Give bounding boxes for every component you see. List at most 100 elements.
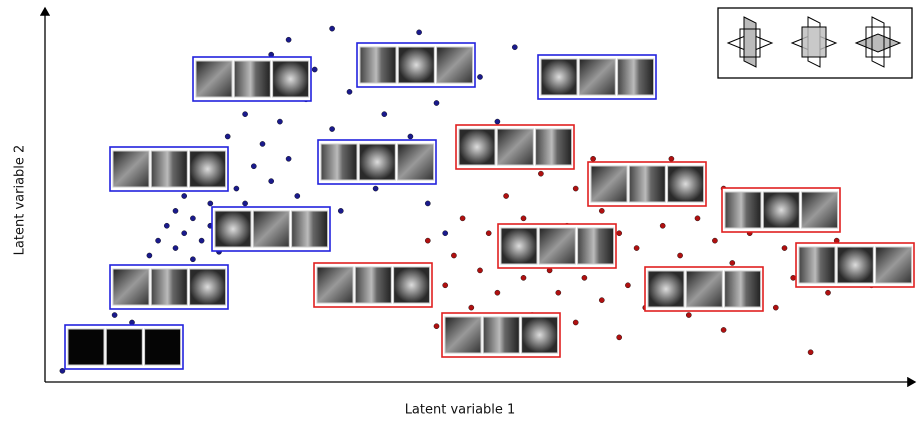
point	[442, 230, 449, 236]
point	[207, 200, 214, 207]
point	[668, 155, 675, 162]
point	[520, 275, 527, 281]
point	[459, 215, 466, 222]
thumbnail-tile	[458, 128, 496, 166]
point	[181, 193, 187, 199]
point	[520, 215, 527, 222]
thumbnail-strip	[64, 324, 184, 370]
point	[572, 185, 579, 192]
point	[233, 185, 240, 192]
thumbnail-tile	[482, 316, 520, 354]
point	[190, 215, 196, 222]
point	[720, 327, 727, 333]
x-axis-label: Latent variable 1	[405, 403, 516, 418]
point	[311, 66, 318, 73]
thumbnail-tile	[397, 143, 435, 181]
thumbnail-tile	[590, 165, 628, 203]
thumbnail-tile	[189, 150, 227, 188]
point	[198, 237, 205, 244]
thumbnail-strip	[356, 42, 476, 88]
point	[790, 275, 797, 281]
thumbnail-strip	[795, 242, 915, 288]
thumbnail-tile	[105, 328, 143, 366]
point	[424, 200, 431, 207]
thumbnail-tile	[112, 150, 150, 188]
thumbnail-tile	[358, 143, 396, 181]
point	[294, 193, 301, 199]
point	[424, 237, 431, 244]
thumbnail-tile	[195, 60, 233, 98]
point	[616, 230, 623, 236]
thumbnail-tile	[291, 210, 329, 248]
thumbnail-tile	[577, 227, 615, 265]
point	[329, 126, 335, 132]
point	[250, 163, 257, 170]
point	[433, 100, 440, 106]
point	[172, 208, 179, 214]
y-axis-label: Latent variable 2	[13, 145, 28, 256]
thumbnail-tile	[667, 165, 705, 203]
thumbnail-tile	[798, 246, 836, 284]
point	[59, 368, 66, 374]
thumbnail-tile	[540, 58, 578, 96]
thumbnail-tile	[801, 191, 839, 229]
point	[242, 111, 248, 117]
point	[555, 289, 562, 296]
thumbnail-tile	[214, 210, 252, 248]
point	[825, 289, 831, 296]
point	[485, 230, 492, 236]
point	[494, 289, 501, 296]
thumbnail-tile	[538, 227, 576, 265]
thumbnail-strip	[455, 124, 575, 170]
thumbnail-strip	[313, 262, 433, 308]
point	[512, 44, 518, 51]
point	[686, 312, 692, 318]
thumbnail-strip	[441, 312, 561, 358]
thumbnail-tile	[724, 270, 762, 308]
thumbnail-tile	[444, 316, 482, 354]
thumbnail-tile	[617, 58, 655, 96]
point	[329, 25, 335, 32]
thumbnail-tile	[397, 46, 435, 84]
thumbnail-strip	[109, 146, 229, 192]
thumbnail-tile	[144, 328, 182, 366]
thumbnail-tile	[354, 266, 392, 304]
point	[659, 222, 666, 229]
thumbnail-tile	[521, 316, 559, 354]
point	[224, 133, 231, 140]
point	[146, 252, 153, 259]
point	[181, 230, 187, 236]
point	[407, 133, 414, 140]
point	[346, 89, 353, 95]
point	[625, 282, 631, 289]
point	[773, 304, 779, 311]
point	[172, 245, 179, 251]
thumbnail-tile	[150, 150, 188, 188]
point	[242, 200, 248, 207]
thumbnail-tile	[189, 268, 227, 306]
point	[599, 208, 605, 214]
thumbnail-tile	[535, 128, 573, 166]
point	[581, 275, 588, 281]
point	[451, 252, 457, 259]
point	[729, 260, 736, 266]
thumbnail-tile	[252, 210, 290, 248]
thumbnail-tile	[836, 246, 874, 284]
thumbnail-strip	[587, 161, 707, 207]
thumbnail-strip	[192, 56, 312, 102]
point	[694, 215, 701, 222]
point	[268, 178, 275, 184]
point	[163, 222, 170, 229]
point	[712, 237, 718, 244]
point	[590, 155, 596, 162]
thumbnail-tile	[272, 60, 310, 98]
thumbnail-tile	[320, 143, 358, 181]
point	[807, 349, 814, 356]
thumbnail-tile	[67, 328, 105, 366]
thumbnail-strip	[109, 264, 229, 310]
point	[677, 252, 683, 259]
thumbnail-tile	[436, 46, 474, 84]
thumbnail-tile	[496, 128, 534, 166]
thumbnail-strip	[317, 139, 437, 185]
